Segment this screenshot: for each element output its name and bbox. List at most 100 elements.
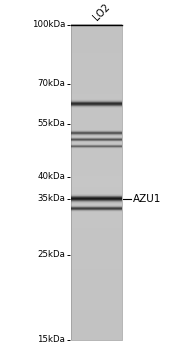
Bar xyxy=(71,208,122,210)
Bar xyxy=(71,276,122,278)
Text: 15kDa: 15kDa xyxy=(37,335,65,344)
Bar xyxy=(71,312,122,314)
Bar xyxy=(71,316,122,317)
Bar xyxy=(71,71,122,74)
Bar xyxy=(71,75,122,77)
Bar xyxy=(71,43,122,45)
Bar xyxy=(71,27,122,29)
Bar xyxy=(71,224,122,226)
Bar xyxy=(71,228,122,229)
Bar xyxy=(71,301,122,303)
Bar xyxy=(71,314,122,316)
Bar xyxy=(71,147,122,149)
Bar xyxy=(71,29,122,31)
Bar xyxy=(71,52,122,55)
Bar xyxy=(71,270,122,272)
Bar xyxy=(71,163,122,164)
Bar xyxy=(71,66,122,69)
Bar xyxy=(71,295,122,297)
Bar xyxy=(71,281,122,283)
Bar xyxy=(71,25,122,339)
Bar xyxy=(71,190,122,191)
Bar xyxy=(71,44,122,47)
Bar xyxy=(71,320,122,322)
Bar xyxy=(71,186,122,188)
Bar xyxy=(71,133,122,135)
Bar xyxy=(71,193,122,195)
Bar xyxy=(71,152,122,154)
Bar xyxy=(71,62,122,64)
Bar xyxy=(71,230,122,232)
Bar xyxy=(71,268,122,270)
Bar xyxy=(71,161,122,163)
Bar xyxy=(71,257,122,259)
Bar xyxy=(71,202,122,204)
Bar xyxy=(71,131,122,133)
Bar xyxy=(71,267,122,269)
Bar xyxy=(71,330,122,332)
Bar xyxy=(71,46,122,48)
Bar xyxy=(71,76,122,78)
Bar xyxy=(71,85,122,88)
Bar xyxy=(71,136,122,138)
Bar xyxy=(71,335,122,336)
Text: 70kDa: 70kDa xyxy=(37,79,65,88)
Bar xyxy=(71,207,122,209)
Bar xyxy=(71,134,122,136)
Bar xyxy=(71,109,122,111)
Bar xyxy=(71,84,122,86)
Bar xyxy=(71,37,122,39)
Bar xyxy=(71,223,122,225)
Bar xyxy=(71,142,122,144)
Bar xyxy=(71,48,122,50)
Bar xyxy=(71,219,122,221)
Bar xyxy=(71,111,122,113)
Bar xyxy=(71,273,122,275)
Bar xyxy=(71,34,122,36)
Bar xyxy=(71,139,122,141)
Bar xyxy=(71,117,122,119)
Bar xyxy=(71,238,122,240)
Bar xyxy=(71,32,122,34)
Bar xyxy=(71,260,122,262)
Bar xyxy=(71,92,122,94)
Text: 55kDa: 55kDa xyxy=(37,119,65,128)
Bar xyxy=(71,183,122,185)
Bar xyxy=(71,293,122,295)
Bar xyxy=(71,318,122,321)
Bar xyxy=(71,282,122,284)
Bar xyxy=(71,201,122,202)
Bar xyxy=(71,104,122,106)
Bar xyxy=(71,156,122,158)
Bar xyxy=(71,106,122,108)
Bar xyxy=(71,298,122,300)
Bar xyxy=(71,234,122,236)
Bar xyxy=(71,218,122,220)
Bar xyxy=(71,248,122,250)
Bar xyxy=(71,328,122,330)
Bar xyxy=(71,166,122,168)
Bar xyxy=(71,153,122,155)
Bar xyxy=(71,35,122,37)
Bar xyxy=(71,272,122,273)
Bar xyxy=(71,262,122,264)
Bar xyxy=(71,128,122,130)
Bar xyxy=(71,240,122,242)
Bar xyxy=(71,87,122,89)
Bar xyxy=(71,337,122,340)
Bar xyxy=(71,309,122,311)
Bar xyxy=(71,289,122,290)
Bar xyxy=(71,304,122,307)
Bar xyxy=(71,274,122,277)
Text: 100kDa: 100kDa xyxy=(32,20,65,29)
Bar xyxy=(71,56,122,57)
Bar xyxy=(71,175,122,177)
Bar xyxy=(71,237,122,239)
Bar xyxy=(71,311,122,313)
Bar xyxy=(71,125,122,127)
Bar xyxy=(71,164,122,166)
Bar xyxy=(71,78,122,80)
Bar xyxy=(71,205,122,207)
Bar xyxy=(71,211,122,214)
Bar xyxy=(71,322,122,324)
